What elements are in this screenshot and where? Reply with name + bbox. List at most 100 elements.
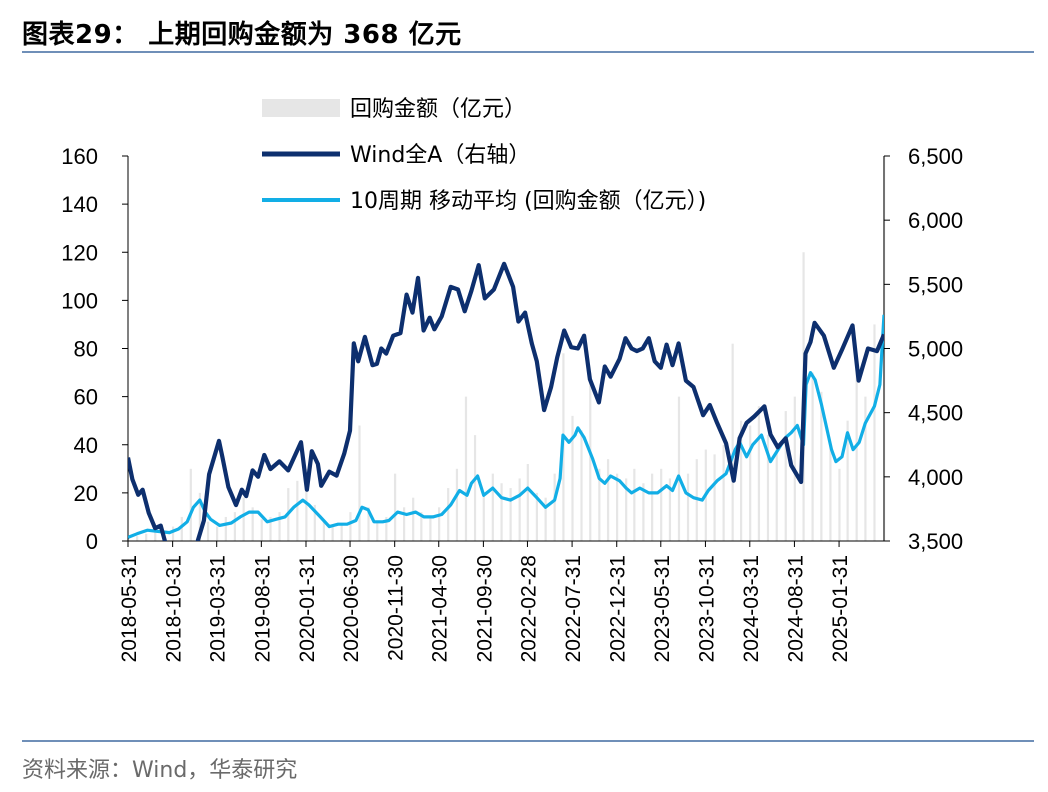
buyback-bar <box>571 415 574 541</box>
chart-lines <box>128 261 884 541</box>
buyback-bar <box>260 519 263 541</box>
buyback-bar <box>438 507 441 541</box>
legend-line1-label: Wind全A（右轴） <box>350 143 530 168</box>
buyback-bar <box>491 473 494 541</box>
buyback-bar <box>553 473 556 541</box>
buyback-bar <box>855 372 858 541</box>
buyback-bar <box>420 512 423 541</box>
left-tick-label: 120 <box>61 240 98 265</box>
x-tick-label: 2022-02-28 <box>517 555 540 662</box>
left-tick-label: 20 <box>74 481 98 506</box>
buyback-bar <box>749 425 752 541</box>
buyback-bar <box>429 516 432 541</box>
buyback-bar <box>455 468 459 541</box>
legend-bar-label: 回购金额（亿元） <box>350 97 526 122</box>
left-tick-label: 0 <box>86 529 98 554</box>
buyback-bar <box>616 473 619 541</box>
left-tick-label: 160 <box>61 144 98 169</box>
buyback-bar <box>775 444 778 541</box>
buyback-bar <box>668 478 672 541</box>
buyback-bar <box>198 492 201 541</box>
buyback-bar <box>269 516 272 541</box>
left-tick-label: 80 <box>74 337 98 362</box>
x-tick-label: 2018-10-31 <box>163 555 186 662</box>
x-tick-label: 2020-01-31 <box>296 555 319 662</box>
legend-bar-swatch <box>262 99 340 117</box>
left-tick-label: 100 <box>61 288 98 313</box>
buyback-bar <box>829 444 832 541</box>
legend-line2-label: 10周期 移动平均 (回购金额（亿元）) <box>350 189 706 214</box>
buyback-bar <box>358 425 361 541</box>
buyback-bar <box>136 536 139 541</box>
buyback-bar <box>296 480 299 541</box>
buyback-bar <box>473 435 477 541</box>
title-divider <box>22 51 1034 53</box>
buyback-bar <box>757 406 761 541</box>
buyback-bar <box>873 324 876 541</box>
right-tick-label: 4,500 <box>908 401 963 426</box>
buyback-bar <box>740 420 743 541</box>
buyback-bar <box>403 507 406 541</box>
x-tick-label: 2024-08-31 <box>784 555 807 662</box>
wind-a-line <box>128 261 884 541</box>
buyback-bar <box>811 372 814 541</box>
footer-divider <box>22 740 1034 742</box>
buyback-bar <box>580 430 583 541</box>
buyback-bar <box>598 468 601 541</box>
buyback-bar <box>731 343 734 541</box>
buyback-bar <box>642 483 645 541</box>
buyback-bar <box>686 473 690 541</box>
right-tick-label: 5,500 <box>908 272 963 297</box>
right-tick-label: 6,500 <box>908 144 963 169</box>
left-tick-label: 60 <box>74 385 98 410</box>
buyback-bar <box>313 504 316 541</box>
left-tick-label: 40 <box>74 433 98 458</box>
source-note: 资料来源：Wind，华泰研究 <box>22 758 298 783</box>
buyback-bar <box>393 473 397 541</box>
buyback-bar <box>331 526 334 541</box>
buyback-bar <box>633 468 636 541</box>
buyback-bar <box>464 396 468 541</box>
x-tick-label: 2018-05-31 <box>118 555 141 662</box>
buyback-bar <box>215 526 219 541</box>
chart-legend: 回购金额（亿元） Wind全A（右轴） 10周期 移动平均 (回购金额（亿元）) <box>262 97 706 214</box>
buyback-bar <box>322 521 325 541</box>
buyback-bar <box>846 420 849 541</box>
right-tick-label: 6,000 <box>908 208 963 233</box>
buyback-bar <box>233 512 236 541</box>
x-tick-label: 2019-08-31 <box>251 555 274 662</box>
buyback-bar <box>349 512 352 541</box>
x-tick-label: 2021-04-30 <box>429 555 452 662</box>
buyback-bar <box>526 464 529 541</box>
buyback-bar <box>482 492 485 541</box>
buyback-bar <box>180 516 183 541</box>
buyback-bar <box>367 507 370 541</box>
x-tick-label: 2020-11-30 <box>385 555 408 661</box>
buyback-bar <box>722 444 725 541</box>
buyback-bar <box>251 507 254 541</box>
buyback-bar <box>509 488 512 541</box>
buyback-bar <box>766 435 770 541</box>
x-tick-label: 2025-01-31 <box>829 555 852 662</box>
buyback-bar <box>278 512 281 541</box>
x-tick-label: 2023-05-31 <box>651 555 674 662</box>
buyback-bar <box>385 516 388 541</box>
buyback-bar <box>660 468 663 541</box>
buyback-bar <box>206 521 210 541</box>
buyback-bar <box>784 411 787 541</box>
x-tick-label: 2020-06-30 <box>340 555 363 662</box>
chart-axes: 0 20 40 60 80 100 120 140 160 3,500 4,000 4,500 5,00… <box>61 144 963 662</box>
buyback-bar <box>242 497 245 541</box>
buyback-bar <box>838 468 841 541</box>
buyback-bar <box>412 497 415 541</box>
x-tick-label: 2023-10-31 <box>695 555 718 662</box>
buyback-bar <box>713 454 716 541</box>
buyback-bar <box>677 396 681 541</box>
buyback-bar <box>340 524 343 541</box>
buyback-bar <box>820 391 823 541</box>
buyback-bar <box>376 521 379 541</box>
buyback-bar <box>154 531 157 541</box>
x-tick-label: 2022-12-31 <box>607 555 630 662</box>
left-tick-label: 140 <box>61 192 98 217</box>
